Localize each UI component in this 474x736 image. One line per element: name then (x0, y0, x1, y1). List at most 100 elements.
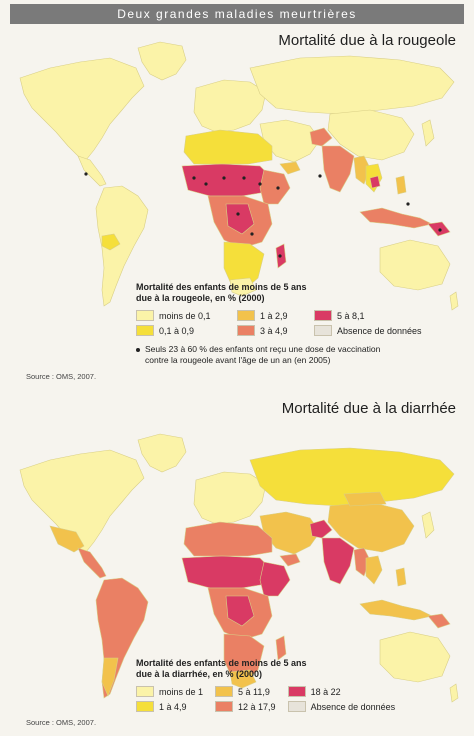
sahel-africa-shape (181, 555, 273, 589)
afghanistan-shape (309, 519, 333, 539)
legend-title-line: Mortalité des enfants de moins de 5 ans (136, 282, 307, 292)
page-header-title: Deux grandes maladies meurtrières (117, 7, 357, 21)
diarrhea-map-panel: Mortalité due à la diarrhée (10, 396, 464, 732)
diarrhea-source: Source : OMS, 2007. (26, 718, 97, 727)
legend-swatch (287, 701, 306, 712)
china-shape (327, 109, 415, 161)
page-header: Deux grandes maladies meurtrières (10, 4, 464, 24)
legend-swatch (136, 325, 154, 336)
vaccination-dot (250, 232, 254, 236)
south-asia-shape (321, 145, 355, 193)
vaccination-dot (406, 202, 410, 206)
philippines-shape (395, 567, 407, 587)
southern-cone-shape (101, 657, 119, 697)
europe-shape (193, 471, 267, 525)
yemen-shape (279, 553, 301, 567)
legend-label: 1 à 4,9 (159, 701, 187, 712)
vaccination-dot-icon (136, 348, 140, 352)
legend-item: 1 à 4,9 (136, 701, 203, 712)
legend-label: 0,1 à 0,9 (159, 325, 195, 336)
central-america-shape (77, 547, 107, 579)
legend-swatch (313, 310, 332, 321)
measles-world-map (19, 41, 459, 311)
legend-label: 18 à 22 (310, 686, 341, 697)
central-america-shape (77, 155, 107, 187)
diarrhea-world-map (19, 433, 459, 703)
legend-swatch (287, 686, 306, 697)
bolivia-shape (101, 233, 121, 251)
south-africa-shape (229, 669, 257, 689)
measles-legend: Mortalité des enfants de moins de 5 ans … (136, 282, 436, 366)
legend-item: moins de 0,1 (136, 310, 225, 321)
legend-title-line: due à la diarrhée, en % (2000) (136, 669, 263, 679)
diarrhea-map-title: Mortalité due à la diarrhée (281, 400, 456, 417)
madagascar-shape (275, 635, 287, 661)
vaccination-note-line: Seuls 23 à 60 % des enfants ont reçu une… (145, 344, 381, 354)
vaccination-dot (236, 212, 240, 216)
papua-shape (427, 613, 451, 629)
vaccination-dot (222, 176, 226, 180)
vaccination-dot (204, 182, 208, 186)
south-america-shape (95, 185, 149, 307)
diarrhea-legend-items: moins de 1 5 à 11,9 18 à 22 1 à 4,9 12 à… (136, 686, 395, 712)
legend-item: 5 à 8,1 (313, 310, 436, 321)
legend-item: moins de 1 (136, 686, 203, 697)
australia-shape (379, 631, 451, 683)
legend-label: moins de 1 (159, 686, 204, 697)
south-africa-shape (229, 277, 257, 297)
east-africa-shape (259, 169, 291, 205)
legend-item: Absence de données (313, 325, 436, 336)
legend-swatch (136, 701, 154, 712)
japan-shape (421, 119, 435, 147)
china-shape (327, 501, 415, 553)
north-america-shape (19, 57, 145, 161)
diarrhea-legend-title: Mortalité des enfants de moins de 5 ans … (136, 658, 395, 680)
afghanistan-shape (309, 127, 333, 147)
north-america-shape (19, 449, 145, 553)
greenland-shape (137, 433, 187, 473)
legend-item: 12 à 17,9 (215, 701, 276, 712)
japan-shape (421, 511, 435, 539)
legend-item: 18 à 22 (287, 686, 396, 697)
low-vaccination-dots (84, 172, 442, 258)
legend-swatch (313, 325, 332, 336)
legend-label: Absence de données (310, 701, 396, 712)
vaccination-dot (278, 254, 282, 258)
vaccination-note: Seuls 23 à 60 % des enfants ont reçu une… (136, 344, 436, 366)
indonesia-shape (359, 207, 433, 229)
legend-label: 5 à 11,9 (238, 686, 270, 697)
legend-swatch (136, 310, 154, 321)
legend-item: 0,1 à 0,9 (136, 325, 225, 336)
legend-swatch (215, 701, 234, 712)
vaccination-dot (258, 182, 262, 186)
vaccination-dot (438, 228, 442, 232)
east-africa-shape (259, 561, 291, 597)
measles-map-panel: Mortalité due à la rougeole (10, 28, 464, 381)
legend-item: 3 à 4,9 (236, 325, 302, 336)
north-africa-shape (183, 129, 273, 165)
legend-swatch (236, 325, 255, 336)
legend-title-line: Mortalité des enfants de moins de 5 ans (136, 658, 307, 668)
russia-shape (249, 447, 455, 507)
south-asia-shape (321, 537, 355, 585)
yemen-shape (279, 161, 301, 175)
greenland-shape (137, 41, 187, 81)
mongolia-shape (343, 491, 387, 507)
legend-item: 1 à 2,9 (236, 310, 302, 321)
vaccination-dot (276, 186, 280, 190)
legend-label: moins de 0,1 (159, 310, 211, 321)
legend-label: Absence de données (336, 325, 422, 336)
new-zealand-shape (449, 291, 459, 311)
diarrhea-legend: Mortalité des enfants de moins de 5 ans … (136, 658, 395, 712)
vaccination-dot (242, 176, 246, 180)
legend-label: 1 à 2,9 (259, 310, 288, 321)
indochina-shape (365, 555, 383, 585)
legend-item: 5 à 11,9 (215, 686, 276, 697)
north-africa-shape (183, 521, 273, 557)
vaccination-dot (192, 176, 196, 180)
legend-swatch (236, 310, 255, 321)
vaccination-note-line: contre la rougeole avant l'âge de un an … (145, 355, 331, 365)
measles-legend-title: Mortalité des enfants de moins de 5 ans … (136, 282, 436, 304)
sahel-africa-shape (181, 163, 273, 197)
